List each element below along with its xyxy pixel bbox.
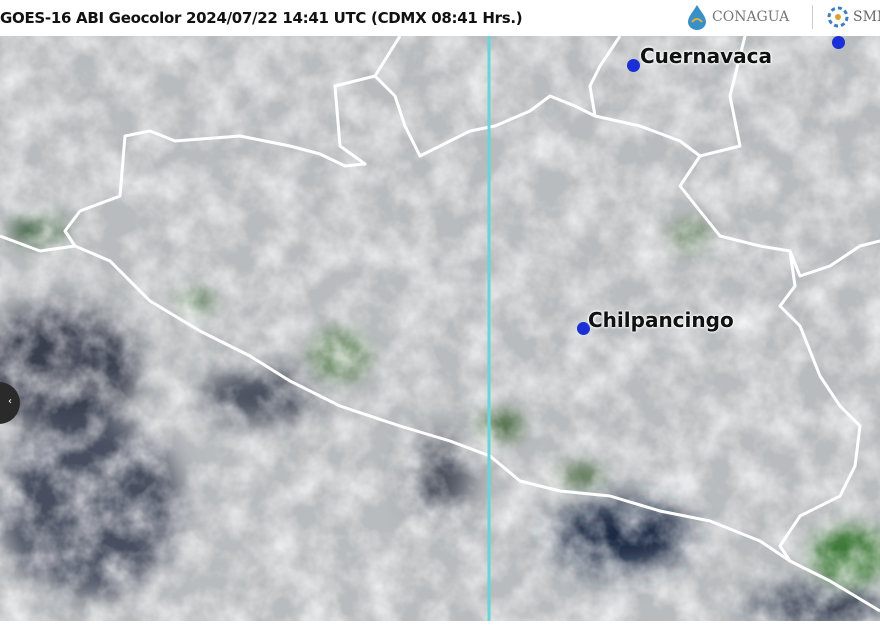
logo-divider: [812, 5, 813, 29]
chevron-left-icon: ‹: [8, 396, 12, 407]
state-borders: [0, 35, 880, 613]
city-label-chilpancingo: Chilpancingo: [588, 308, 734, 332]
conagua-logo: CONAGUA: [686, 3, 789, 31]
image-title: GOES-16 ABI Geocolor 2024/07/22 14:41 UT…: [0, 9, 523, 27]
header-bar: GOES-16 ABI Geocolor 2024/07/22 14:41 UT…: [0, 0, 880, 36]
previous-button[interactable]: ‹: [0, 382, 20, 424]
cuernavaca-marker[interactable]: [627, 59, 640, 72]
city-marker-offscreen[interactable]: [832, 36, 845, 49]
smn-swirl-icon: [827, 6, 849, 28]
satellite-map[interactable]: Cuernavaca Chilpancingo ‹: [0, 35, 880, 625]
conagua-drop-icon: [688, 5, 706, 30]
chilpancingo-marker[interactable]: [577, 322, 590, 335]
city-label-cuernavaca: Cuernavaca: [640, 44, 772, 68]
smn-logo: SMN: [826, 3, 880, 31]
satellite-imagery: [0, 35, 880, 625]
